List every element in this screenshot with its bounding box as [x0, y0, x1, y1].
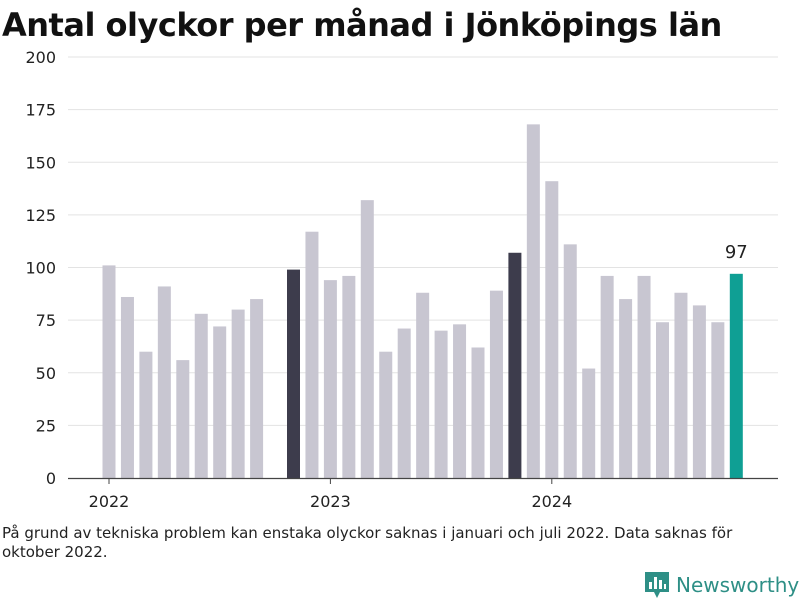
bar-2023-06: [416, 292, 430, 478]
bar-2022-06: [194, 313, 208, 478]
bar-2022-08: [231, 309, 245, 478]
bars: [102, 124, 743, 479]
y-tick-label: 25: [36, 416, 56, 435]
bar-2023-03: [360, 200, 374, 478]
y-tick-label: 125: [25, 206, 56, 225]
y-tick-label: 50: [36, 364, 56, 383]
bar-chart: 0 25 50 75 100 125 150 175 200 2022 2023 2024 97: [25, 48, 778, 511]
bar-2023-10: [489, 290, 503, 478]
y-tick-label: 0: [46, 469, 56, 488]
bar-2023-11: [508, 252, 522, 478]
bar-2024-07: [656, 322, 669, 478]
chart-title: Antal olyckor per månad i Jönköpings län: [2, 6, 722, 44]
bar-2022-03: [139, 351, 153, 478]
y-axis-ticks: 0 25 50 75 100 125 150 175 200: [25, 48, 56, 488]
bar-2023-02: [342, 275, 356, 478]
bar-2023-01: [323, 280, 337, 478]
brand-logo: Newsworthy: [644, 571, 799, 599]
x-tick-label: 2023: [310, 492, 351, 511]
bar-2023-05: [397, 328, 411, 478]
bar-2024-03: [582, 368, 596, 478]
bar-2023-04: [379, 351, 393, 478]
bar-2022-09: [250, 299, 264, 478]
bar-2024-08: [674, 292, 688, 478]
bar-2022-07: [213, 326, 227, 478]
y-tick-label: 200: [25, 48, 56, 67]
brand-name: Newsworthy: [676, 573, 800, 597]
x-tick-label: 2024: [531, 492, 572, 511]
bar-2024-09: [692, 305, 706, 478]
bar-2024-01: [545, 181, 559, 478]
bar-2024-10: [711, 322, 725, 478]
x-tick-label: 2022: [89, 492, 130, 511]
bar-2022-12: [305, 231, 319, 478]
bar-2022-01: [102, 265, 116, 478]
bar-2023-08: [453, 324, 467, 478]
bar-2024-05: [619, 299, 633, 478]
bar-2024-04: [600, 275, 614, 478]
x-axis-ticks: 2022 2023 2024: [89, 478, 572, 511]
bar-2023-07: [434, 330, 448, 478]
bar-2023-12: [526, 124, 540, 479]
bar-2022-11: [287, 269, 300, 478]
bar-2024-06: [637, 275, 651, 478]
y-tick-label: 100: [25, 259, 56, 278]
y-tick-label: 75: [36, 311, 56, 330]
y-tick-label: 175: [25, 101, 56, 120]
bar-2023-09: [471, 347, 485, 478]
bar-2022-02: [120, 296, 134, 478]
bar-2022-05: [176, 360, 190, 478]
footnote: På grund av tekniska problem kan enstaka…: [2, 524, 733, 561]
bar-2024-02: [563, 244, 577, 478]
bar-2024-11: [729, 273, 743, 478]
last-value-label: 97: [725, 242, 748, 263]
y-tick-label: 150: [25, 153, 56, 172]
newsworthy-logo-icon: [645, 572, 669, 598]
bar-2022-04: [157, 286, 171, 478]
